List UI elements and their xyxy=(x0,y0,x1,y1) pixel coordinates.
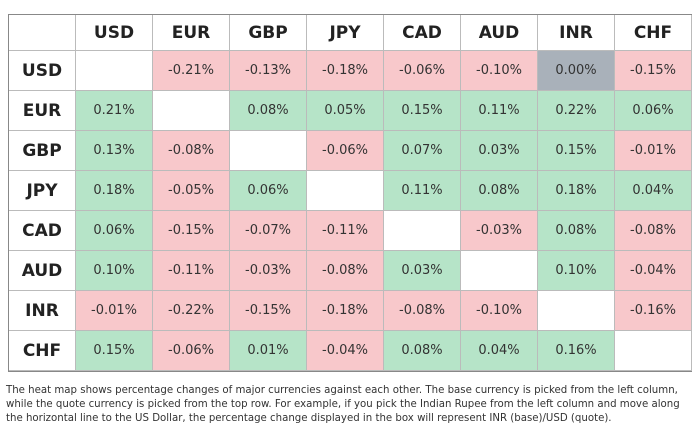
change-cell: 0.10% xyxy=(76,251,153,291)
change-cell: -0.18% xyxy=(307,291,384,331)
change-cell: -0.05% xyxy=(153,171,230,211)
empty-cell xyxy=(384,211,461,251)
change-cell: 0.16% xyxy=(538,331,615,371)
change-cell: -0.01% xyxy=(615,131,692,171)
empty-cell xyxy=(76,51,153,91)
change-cell: -0.22% xyxy=(153,291,230,331)
empty-cell xyxy=(230,131,307,171)
change-cell: -0.11% xyxy=(153,251,230,291)
change-cell: -0.15% xyxy=(615,51,692,91)
change-cell: 0.11% xyxy=(461,91,538,131)
change-cell: -0.16% xyxy=(615,291,692,331)
row-header: CAD xyxy=(9,211,76,251)
change-cell: -0.21% xyxy=(153,51,230,91)
change-cell: 0.15% xyxy=(384,91,461,131)
row-header: EUR xyxy=(9,91,76,131)
change-cell: -0.01% xyxy=(76,291,153,331)
footnote: The heat map shows percentage changes of… xyxy=(6,385,680,424)
change-cell: -0.15% xyxy=(153,211,230,251)
column-header: INR xyxy=(538,15,615,51)
corner-cell xyxy=(9,15,76,51)
change-cell: 0.13% xyxy=(76,131,153,171)
column-header: GBP xyxy=(230,15,307,51)
change-cell: 0.08% xyxy=(384,331,461,371)
change-cell: 0.11% xyxy=(384,171,461,211)
change-cell: 0.18% xyxy=(538,171,615,211)
change-cell: -0.10% xyxy=(461,51,538,91)
change-cell: 0.06% xyxy=(230,171,307,211)
change-cell: 0.10% xyxy=(538,251,615,291)
change-cell: -0.08% xyxy=(615,211,692,251)
change-cell: 0.07% xyxy=(384,131,461,171)
empty-cell xyxy=(538,291,615,331)
change-cell: -0.04% xyxy=(615,251,692,291)
change-cell: 0.06% xyxy=(76,211,153,251)
change-cell: -0.07% xyxy=(230,211,307,251)
row-header: AUD xyxy=(9,251,76,291)
change-cell: -0.08% xyxy=(384,291,461,331)
change-cell: 0.21% xyxy=(76,91,153,131)
row-header: JPY xyxy=(9,171,76,211)
change-cell: 0.06% xyxy=(615,91,692,131)
change-cell: 0.22% xyxy=(538,91,615,131)
column-header: JPY xyxy=(307,15,384,51)
change-cell: -0.08% xyxy=(307,251,384,291)
column-header: CAD xyxy=(384,15,461,51)
change-cell: -0.03% xyxy=(230,251,307,291)
change-cell: 0.15% xyxy=(76,331,153,371)
change-cell: 0.08% xyxy=(461,171,538,211)
change-cell: 0.03% xyxy=(461,131,538,171)
change-cell: -0.06% xyxy=(307,131,384,171)
change-cell: -0.11% xyxy=(307,211,384,251)
change-cell: -0.04% xyxy=(307,331,384,371)
change-cell: -0.08% xyxy=(153,131,230,171)
change-cell: 0.08% xyxy=(230,91,307,131)
row-header: USD xyxy=(9,51,76,91)
change-cell: 0.18% xyxy=(76,171,153,211)
column-header: CHF xyxy=(615,15,692,51)
change-cell: -0.06% xyxy=(153,331,230,371)
change-cell: 0.00% xyxy=(538,51,615,91)
heatmap-table: USD EUR GBP JPY CAD AUD INR CHF USD -0.21% -0.13% -… xyxy=(8,14,692,372)
empty-cell xyxy=(153,91,230,131)
change-cell: -0.06% xyxy=(384,51,461,91)
empty-cell xyxy=(461,251,538,291)
change-cell: 0.03% xyxy=(384,251,461,291)
change-cell: 0.08% xyxy=(538,211,615,251)
change-cell: -0.10% xyxy=(461,291,538,331)
change-cell: 0.04% xyxy=(615,171,692,211)
change-cell: 0.05% xyxy=(307,91,384,131)
change-cell: -0.03% xyxy=(461,211,538,251)
column-header: USD xyxy=(76,15,153,51)
empty-cell xyxy=(307,171,384,211)
row-header: CHF xyxy=(9,331,76,371)
row-header: GBP xyxy=(9,131,76,171)
empty-cell xyxy=(615,331,692,371)
change-cell: 0.04% xyxy=(461,331,538,371)
change-cell: -0.18% xyxy=(307,51,384,91)
change-cell: -0.13% xyxy=(230,51,307,91)
column-header: EUR xyxy=(153,15,230,51)
row-header: INR xyxy=(9,291,76,331)
change-cell: -0.15% xyxy=(230,291,307,331)
change-cell: 0.15% xyxy=(538,131,615,171)
change-cell: 0.01% xyxy=(230,331,307,371)
column-header: AUD xyxy=(461,15,538,51)
